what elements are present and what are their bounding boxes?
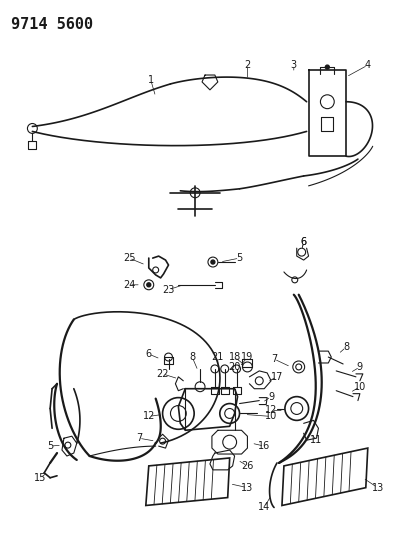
Text: 8: 8 (343, 342, 349, 352)
Text: 5: 5 (47, 441, 53, 451)
Text: 1: 1 (148, 75, 154, 85)
Text: 10: 10 (265, 411, 277, 422)
Text: 14: 14 (258, 503, 270, 512)
Text: 18: 18 (229, 352, 241, 362)
Text: 12: 12 (143, 411, 155, 422)
Text: 20: 20 (229, 362, 241, 372)
Text: 6: 6 (146, 349, 152, 359)
Text: 13: 13 (241, 483, 254, 492)
Circle shape (147, 283, 151, 287)
Circle shape (211, 260, 215, 264)
Text: 25: 25 (123, 253, 135, 263)
Text: 2: 2 (244, 60, 251, 70)
Text: 15: 15 (34, 473, 46, 483)
Text: 6: 6 (300, 237, 307, 247)
Text: 26: 26 (241, 461, 254, 471)
Text: 5: 5 (236, 253, 242, 263)
Text: 3: 3 (291, 60, 297, 70)
Text: 17: 17 (271, 372, 283, 382)
Text: 6: 6 (300, 237, 307, 247)
Text: 23: 23 (162, 285, 175, 295)
Circle shape (326, 65, 329, 69)
Text: 10: 10 (354, 382, 366, 392)
Text: 4: 4 (365, 60, 371, 70)
Text: 9714 5600: 9714 5600 (11, 17, 93, 31)
Text: 9: 9 (268, 392, 274, 402)
Text: 19: 19 (241, 352, 254, 362)
Text: 7: 7 (136, 433, 142, 443)
Text: 9: 9 (357, 362, 363, 372)
Text: 24: 24 (123, 280, 135, 290)
Text: 11: 11 (310, 435, 323, 445)
Text: 12: 12 (265, 406, 277, 416)
Text: 22: 22 (156, 369, 169, 379)
Text: 7: 7 (271, 354, 277, 364)
Text: 21: 21 (212, 352, 224, 362)
Text: 16: 16 (258, 441, 270, 451)
Text: 13: 13 (372, 483, 384, 492)
Text: 8: 8 (189, 352, 195, 362)
